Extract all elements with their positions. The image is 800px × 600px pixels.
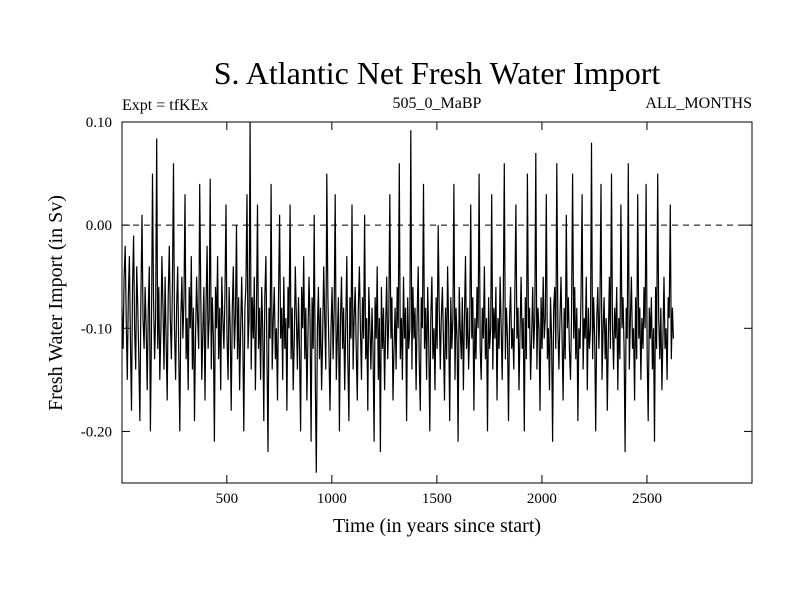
period-label: 505_0_MaBP: [393, 95, 482, 112]
x-tick-label: 2500: [632, 491, 662, 507]
y-tick-label: -0.20: [81, 424, 112, 440]
experiment-label: Expt = tfKEx: [122, 97, 208, 114]
months-label: ALL_MONTHS: [645, 95, 752, 112]
y-tick-label: -0.10: [81, 321, 112, 337]
x-tick-label: 500: [216, 491, 239, 507]
plot-area: 500 1000 1500 2000 2500 0.10 0.00 -0.10 -0.20: [81, 115, 753, 507]
x-tick-label: 1500: [422, 491, 452, 507]
x-axis-label: Time (in years since start): [333, 515, 541, 537]
series-line-0: [121, 121, 674, 473]
x-tick-label: 2000: [527, 491, 557, 507]
chart-title: S. Atlantic Net Fresh Water Import: [214, 55, 661, 91]
y-tick-label: 0.00: [86, 218, 112, 234]
y-axis-label: Fresh Water Import (in Sv): [45, 195, 67, 411]
y-tick-label: 0.10: [86, 115, 112, 131]
x-tick-label: 1000: [317, 491, 347, 507]
